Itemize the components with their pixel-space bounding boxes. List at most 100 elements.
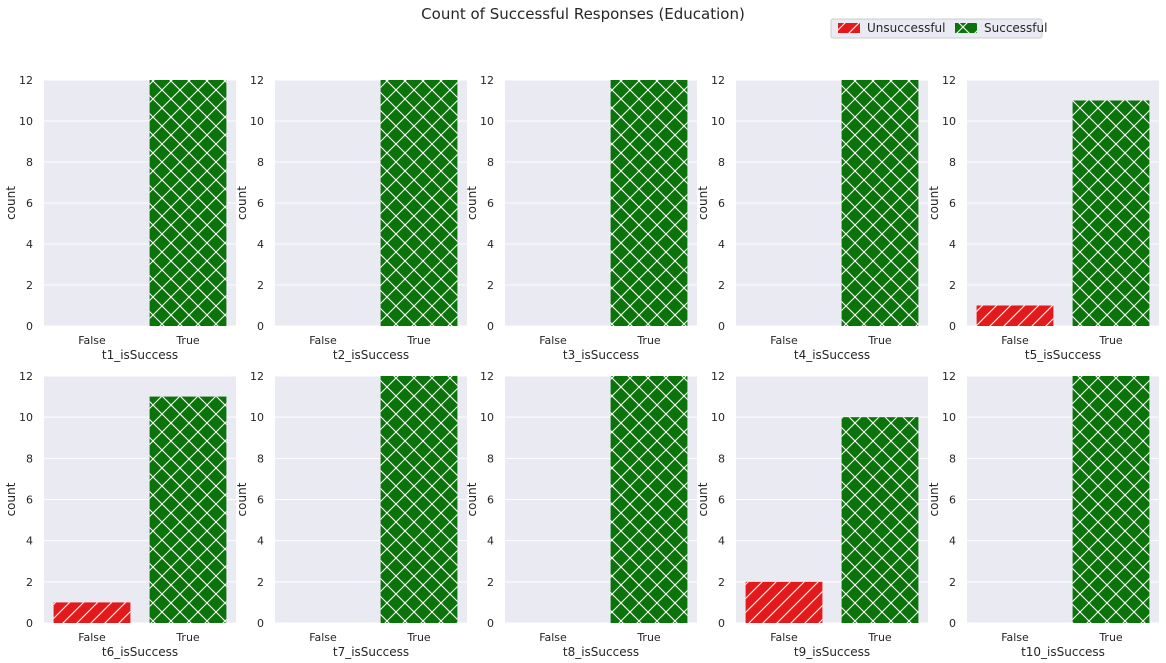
y-tick-label: 0 [257,320,264,333]
y-tick-label: 8 [718,452,725,465]
x-axis-label: t8_isSuccess [563,645,639,659]
y-tick-label: 2 [26,279,33,292]
y-tick-label: 2 [949,576,956,589]
x-tick-label: False [539,334,567,347]
bar-hatch [380,80,458,326]
y-tick-label: 6 [718,494,725,507]
x-axis-label: t2_isSuccess [333,348,409,362]
y-tick-label: 6 [718,197,725,210]
y-tick-label: 0 [949,320,956,333]
bar-hatch [380,376,458,623]
y-tick-label: 2 [718,279,725,292]
x-tick-label: True [1098,631,1123,644]
y-tick-label: 8 [257,452,264,465]
y-tick-label: 0 [718,320,725,333]
x-tick-label: False [770,631,798,644]
y-axis-label: count [235,482,249,516]
y-tick-label: 8 [26,452,33,465]
x-tick-label: True [1098,334,1123,347]
y-tick-label: 2 [257,576,264,589]
x-tick-label: True [406,334,431,347]
y-tick-label: 0 [487,320,494,333]
y-tick-label: 8 [949,452,956,465]
y-tick-label: 12 [250,370,264,383]
x-tick-label: False [309,334,337,347]
y-tick-label: 2 [718,576,725,589]
y-tick-label: 4 [257,535,264,548]
y-tick-label: 10 [942,115,956,128]
y-tick-label: 8 [26,156,33,169]
y-tick-label: 6 [26,197,33,210]
legend-frame [830,18,1043,39]
y-tick-label: 4 [487,238,494,251]
x-tick-label: True [175,631,200,644]
bar-hatch [610,376,688,623]
y-axis-label: count [235,186,249,220]
y-tick-label: 2 [26,576,33,589]
y-tick-label: 12 [19,370,33,383]
y-tick-label: 10 [711,411,725,424]
y-tick-label: 0 [487,617,494,630]
x-axis-label: t5_isSuccess [1025,348,1101,362]
y-tick-label: 6 [487,494,494,507]
y-tick-label: 12 [19,74,33,87]
y-tick-label: 10 [942,411,956,424]
y-tick-label: 4 [487,535,494,548]
x-tick-label: True [175,334,200,347]
y-tick-label: 4 [26,238,33,251]
y-tick-label: 12 [711,370,725,383]
y-tick-label: 2 [487,576,494,589]
x-axis-label: t6_isSuccess [102,645,178,659]
y-tick-label: 4 [257,238,264,251]
y-tick-label: 4 [718,238,725,251]
y-tick-label: 10 [480,115,494,128]
x-tick-label: False [1001,631,1029,644]
bar-hatch [841,80,919,326]
y-tick-label: 6 [257,494,264,507]
legend: Unsuccessful Successful [830,18,1047,39]
x-axis-label: t3_isSuccess [563,348,639,362]
x-tick-label: False [1001,334,1029,347]
x-tick-label: False [309,631,337,644]
y-tick-label: 10 [19,411,33,424]
y-tick-label: 12 [942,370,956,383]
x-tick-label: False [770,334,798,347]
y-tick-label: 4 [949,238,956,251]
y-tick-label: 2 [487,279,494,292]
y-tick-label: 0 [718,617,725,630]
bar-hatch [53,602,131,623]
y-tick-label: 2 [257,279,264,292]
figure-title: Count of Successful Responses (Education… [421,5,745,23]
y-tick-label: 12 [942,74,956,87]
y-tick-label: 6 [257,197,264,210]
legend-swatch-hatch [955,23,977,33]
y-tick-label: 6 [949,494,956,507]
bar-hatch [745,581,823,623]
y-tick-label: 10 [480,411,494,424]
y-tick-label: 6 [949,197,956,210]
bar-hatch [149,80,227,326]
y-axis-label: count [4,482,18,516]
y-axis-label: count [696,482,710,516]
bar-hatch [976,305,1054,326]
y-tick-label: 12 [480,74,494,87]
x-axis-label: t10_isSuccess [1021,645,1105,659]
y-tick-label: 10 [711,115,725,128]
bar-hatch [841,417,919,623]
y-tick-label: 0 [26,617,33,630]
y-tick-label: 0 [257,617,264,630]
bar-hatch [1072,100,1150,326]
x-tick-label: False [78,334,106,347]
y-axis-label: count [927,482,941,516]
x-tick-label: False [78,631,106,644]
legend-label: Unsuccessful [867,21,946,35]
